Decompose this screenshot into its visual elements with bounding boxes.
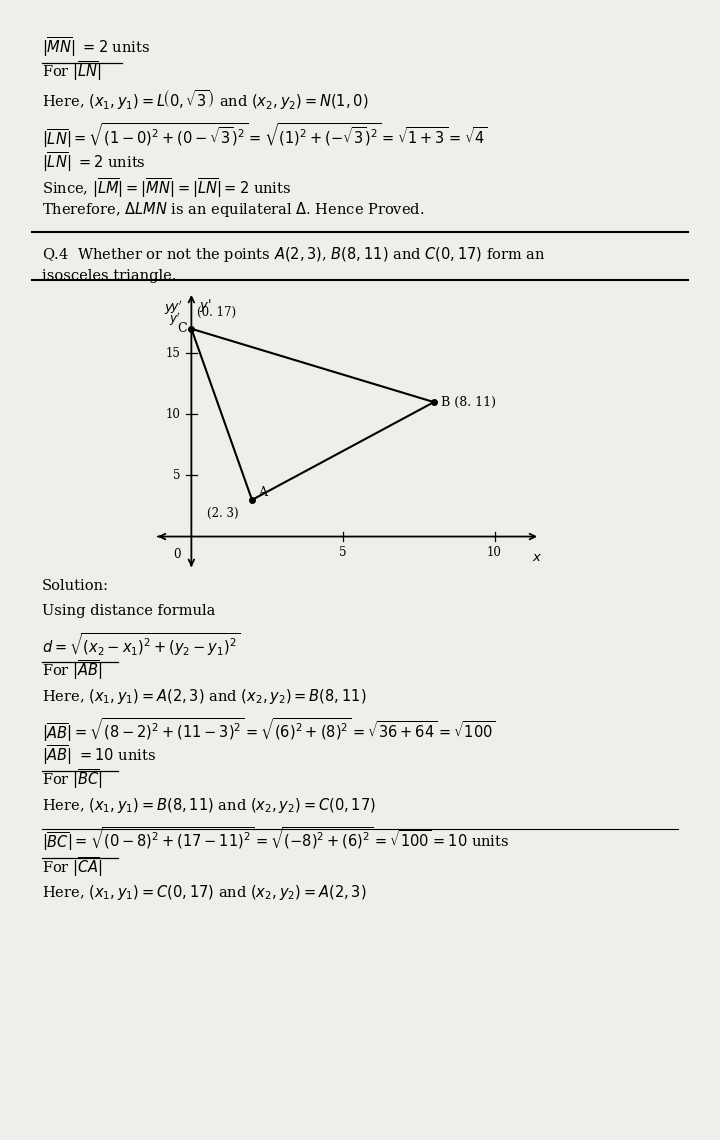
Text: $d = \sqrt{(x_2-x_1)^2+(y_2-y_1)^2}$: $d = \sqrt{(x_2-x_1)^2+(y_2-y_1)^2}$	[42, 632, 240, 658]
Text: (2. 3): (2. 3)	[207, 507, 238, 520]
Text: Here, $(x_1, y_1) = L\!\left(0,\sqrt{3}\right)$ and $(x_2, y_2) = N(1,0)$: Here, $(x_1, y_1) = L\!\left(0,\sqrt{3}\…	[42, 88, 369, 112]
Text: A: A	[258, 486, 267, 498]
Text: isosceles triangle.: isosceles triangle.	[42, 269, 176, 283]
Text: Q.4  Whether or not the points $A(2,3)$, $B(8,11)$ and $C(0,17)$ form an: Q.4 Whether or not the points $A(2,3)$, …	[42, 245, 546, 263]
Text: 15: 15	[166, 347, 181, 360]
Text: For $|\overline{LN}|$: For $|\overline{LN}|$	[42, 59, 102, 83]
Text: Therefore, $\Delta LMN$ is an equilateral $\Delta$. Hence Proved.: Therefore, $\Delta LMN$ is an equilatera…	[42, 201, 425, 220]
Text: Here, $(x_1, y_1) = A(2,3)$ and $(x_2, y_2) = B(8,11)$: Here, $(x_1, y_1) = A(2,3)$ and $(x_2, y…	[42, 687, 366, 706]
Text: 5: 5	[339, 546, 347, 560]
Text: For $|\overline{AB}|$: For $|\overline{AB}|$	[42, 659, 103, 683]
Text: 10: 10	[487, 546, 502, 560]
Text: For $|\overline{CA}|$: For $|\overline{CA}|$	[42, 855, 103, 879]
Text: Here, $(x_1, y_1) = C(0,17)$ and $(x_2, y_2) = A(2,3)$: Here, $(x_1, y_1) = C(0,17)$ and $(x_2, …	[42, 884, 366, 902]
Text: $|\overline{AB}| = \sqrt{(8-2)^2+(11-3)^2} = \sqrt{(6)^2+(8)^2} = \sqrt{36+64} =: $|\overline{AB}| = \sqrt{(8-2)^2+(11-3)^…	[42, 716, 495, 744]
Text: $y$: $y$	[164, 302, 175, 316]
Text: $|\overline{LN}|$ $= 2$ units: $|\overline{LN}|$ $= 2$ units	[42, 150, 145, 174]
Text: 0: 0	[174, 547, 181, 561]
Text: 5: 5	[174, 469, 181, 482]
Text: $y'$: $y'$	[168, 310, 181, 327]
Text: B (8. 11): B (8. 11)	[441, 396, 497, 408]
Text: For $|\overline{BC}|$: For $|\overline{BC}|$	[42, 768, 103, 791]
Text: Using distance formula: Using distance formula	[42, 603, 215, 618]
Text: $x$: $x$	[532, 552, 542, 564]
Text: $y'$: $y'$	[170, 299, 182, 316]
Text: $y$': $y$'	[199, 298, 212, 314]
Text: $|\overline{MN}|$ $= 2$ units: $|\overline{MN}|$ $= 2$ units	[42, 35, 150, 58]
Text: Since, $|\overline{LM}| = |\overline{MN}| = |\overline{LN}| = 2$ units: Since, $|\overline{LM}| = |\overline{MN}…	[42, 176, 292, 200]
Text: $|\overline{LN}| = \sqrt{(1-0)^2+(0-\sqrt{3})^2} = \sqrt{(1)^2+(-\sqrt{3})^2} = : $|\overline{LN}| = \sqrt{(1-0)^2+(0-\sqr…	[42, 121, 488, 149]
Text: C: C	[177, 323, 186, 335]
Text: Solution:: Solution:	[42, 579, 109, 593]
Text: $|\overline{BC}| = \sqrt{(0-8)^2+(17-11)^2} = \sqrt{(-8)^2+(6)^2} = \sqrt{100} =: $|\overline{BC}| = \sqrt{(0-8)^2+(17-11)…	[42, 825, 509, 854]
Text: 10: 10	[166, 408, 181, 421]
Text: Here, $(x_1, y_1) = B(8,11)$ and $(x_2, y_2) = C(0,17)$: Here, $(x_1, y_1) = B(8,11)$ and $(x_2, …	[42, 796, 376, 815]
Text: (0. 17): (0. 17)	[197, 306, 237, 319]
Text: $|\overline{AB}|$ $= 10$ units: $|\overline{AB}|$ $= 10$ units	[42, 743, 156, 767]
